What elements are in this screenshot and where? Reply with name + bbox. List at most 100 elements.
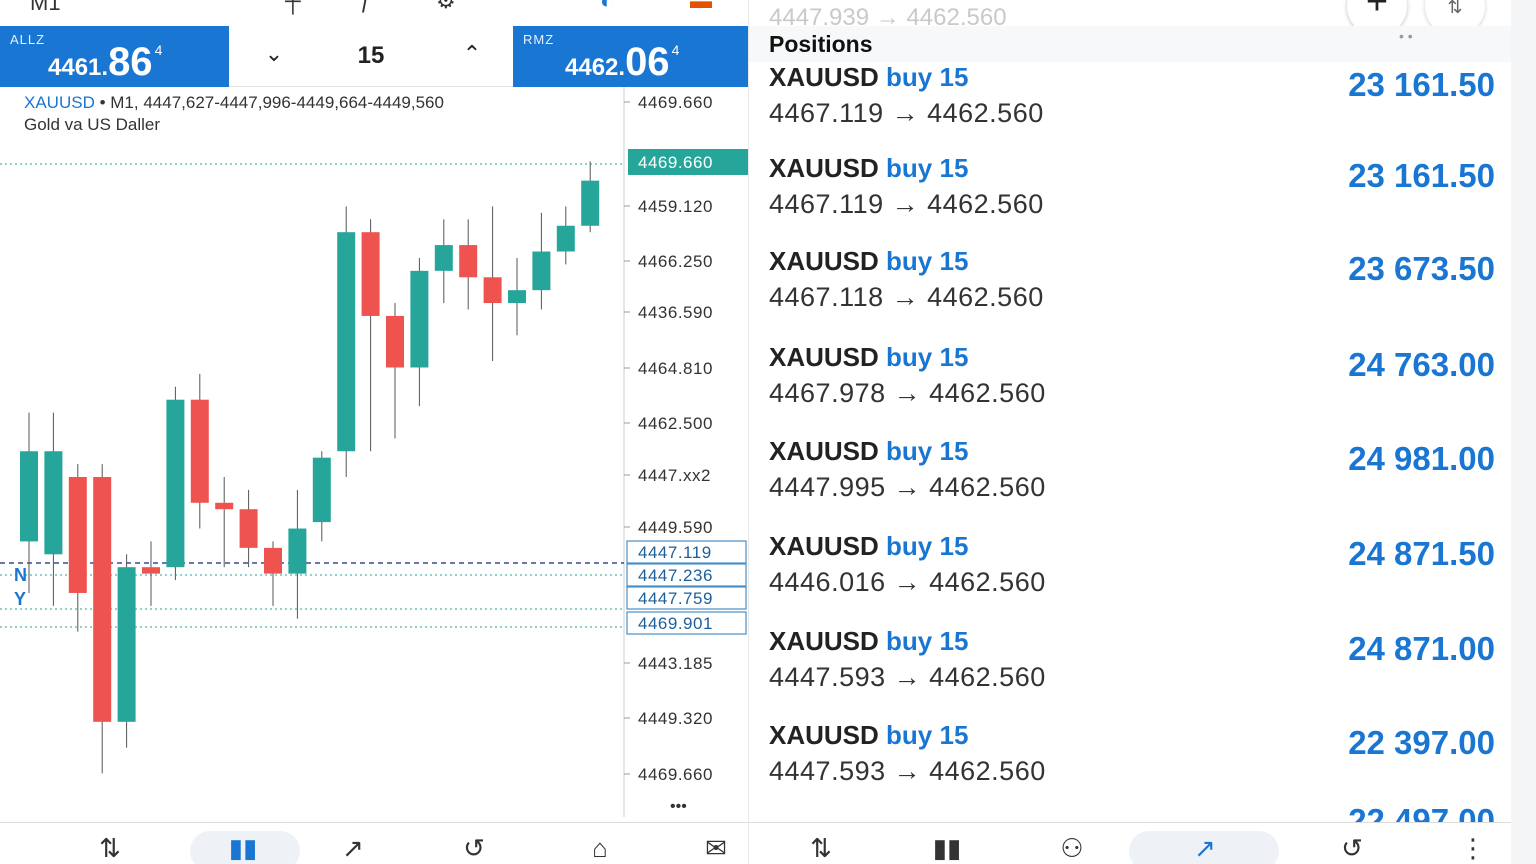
price-axis-label: 4449.590 <box>638 518 713 537</box>
position-prices: 4467.119 → 4462.560 <box>769 189 1044 219</box>
trade-icon[interactable]: ▬ <box>690 0 712 13</box>
candlestick-chart[interactable]: NY 4469.660 4459.120 4466.250 4436.590 4464.8… <box>0 87 748 822</box>
candle-body[interactable] <box>508 290 526 304</box>
candle-body[interactable] <box>386 315 404 368</box>
active-tab-highlight <box>190 831 300 864</box>
buy-price: 4462.06 4 <box>565 40 680 84</box>
lot-size-value[interactable]: 15 <box>357 42 385 69</box>
price-axis-label: 4464.810 <box>638 359 713 378</box>
position-price-tag[interactable] <box>626 540 747 564</box>
current-price-tag <box>628 149 748 175</box>
previous-position-prices: 4447.939 → 4462.560 <box>769 4 1007 26</box>
position-row[interactable]: XAUUSD buy 15 4467.118 → 4462.560 23 673.5… <box>749 246 1511 338</box>
candle-body[interactable] <box>239 509 258 548</box>
position-symbol: XAUUSD <box>769 436 879 466</box>
crosshair-icon[interactable]: ┼ <box>285 0 301 13</box>
history-nav-icon[interactable]: ↺ <box>1341 833 1363 863</box>
candle-body[interactable] <box>117 567 136 722</box>
sell-button[interactable]: ALLZ 4461.86 4 <box>0 26 229 87</box>
candle-body[interactable] <box>215 502 234 510</box>
candle-body[interactable] <box>166 399 185 568</box>
community-nav-icon[interactable]: ⚇ <box>1060 833 1084 863</box>
position-symbol: XAUUSD <box>769 720 879 750</box>
position-row[interactable]: XAUUSD buy 15 4467.978 → 4462.560 24 763.0… <box>749 342 1511 434</box>
position-row[interactable]: XAUUSD buy 15 4447.593 → 4462.560 22 397.0… <box>749 720 1511 812</box>
indicators-icon[interactable]: ƒ <box>360 0 373 13</box>
position-title: XAUUSD buy 15 <box>769 720 968 751</box>
candle-body[interactable] <box>288 528 307 574</box>
position-symbol: XAUUSD <box>769 62 879 92</box>
position-symbol: XAUUSD <box>769 153 879 183</box>
position-profit: 23 161.50 <box>1348 66 1495 103</box>
news-nav-icon[interactable]: ✉ <box>705 833 727 863</box>
candle-body[interactable] <box>264 547 282 574</box>
candle-body[interactable] <box>556 225 575 252</box>
position-price-tag-label: 4447.236 <box>638 566 713 585</box>
active-tab-highlight <box>1129 831 1279 864</box>
positions-panel: 4447.939 → 4462.560 + ⇅ Positions • • XA… <box>748 0 1536 864</box>
candle-body[interactable] <box>142 567 160 574</box>
position-row[interactable]: XAUUSD buy 15 4447.593 → 4462.560 24 871.0… <box>749 626 1511 718</box>
position-row[interactable]: XAUUSD buy 15 4447.995 → 4462.560 24 981.0… <box>749 436 1511 528</box>
candle-body[interactable] <box>337 232 356 452</box>
lot-size-control: ⌄ 15 ⌃ <box>229 26 513 87</box>
position-type: buy 15 <box>886 62 969 92</box>
position-profit: 23 161.50 <box>1348 157 1495 194</box>
position-profit: 24 981.00 <box>1348 440 1495 477</box>
timeframe-button[interactable]: M1 <box>30 0 61 15</box>
candle-body[interactable] <box>459 245 478 278</box>
price-axis-label: 4466.250 <box>638 252 713 271</box>
position-profit: 24 871.50 <box>1348 535 1495 572</box>
price-axis-label: 4469.660 <box>638 765 713 784</box>
position-row[interactable]: XAUUSD buy 15 4467.119 → 4462.560 23 161.5… <box>749 62 1511 154</box>
trade-marker: N <box>14 565 27 585</box>
lot-decrease-chevron-down-icon[interactable]: ⌄ <box>264 41 284 66</box>
chart-nav-icon[interactable]: ▮▮ <box>228 833 258 863</box>
candle-body[interactable] <box>20 451 38 542</box>
position-title: XAUUSD buy 15 <box>769 153 968 184</box>
position-price-tag-label: 4447.119 <box>638 543 712 562</box>
trade-nav-icon[interactable]: ↗ <box>1194 833 1216 863</box>
more-nav-icon[interactable]: ⋮ <box>1460 833 1486 863</box>
candle-body[interactable] <box>312 457 331 523</box>
current-price-tag-label: 4469.660 <box>638 153 713 172</box>
position-price-tag[interactable] <box>626 563 747 587</box>
candle-body[interactable] <box>44 451 63 555</box>
objects-icon[interactable]: ⚙ <box>436 0 456 13</box>
position-type: buy 15 <box>886 153 969 183</box>
position-title: XAUUSD buy 15 <box>769 342 968 373</box>
sell-label: ALLZ <box>10 32 46 47</box>
bottom-navigation: ⇅ ▮▮ ↗ ↺ ⌂ ✉ <box>0 822 748 864</box>
panel-edge <box>1511 0 1536 864</box>
position-price-tag[interactable] <box>626 611 747 635</box>
sync-icon[interactable]: ◐ <box>600 0 614 13</box>
position-price-tag[interactable] <box>626 586 747 610</box>
quotes-nav-icon[interactable]: ⇅ <box>810 833 832 863</box>
position-prices: 4467.119 → 4462.560 <box>769 98 1044 128</box>
community-nav-icon[interactable]: ⌂ <box>592 833 608 863</box>
candle-body[interactable] <box>581 180 600 226</box>
price-axis-label: 4447.xx2 <box>638 466 711 485</box>
buy-button[interactable]: RMZ 4462.06 4 <box>513 26 748 87</box>
position-title: XAUUSD buy 15 <box>769 246 968 277</box>
candle-body[interactable] <box>190 399 209 503</box>
candle-body[interactable] <box>410 270 429 368</box>
candle-body[interactable] <box>93 477 112 722</box>
candle-body[interactable] <box>434 245 453 271</box>
candle-body[interactable] <box>68 477 87 593</box>
candle-body[interactable] <box>483 277 502 304</box>
positions-dots: • • <box>1399 28 1413 44</box>
quotes-nav-icon[interactable]: ⇅ <box>99 833 121 863</box>
position-row[interactable]: XAUUSD buy 15 4467.119 → 4462.560 23 161.5… <box>749 153 1511 245</box>
trade-nav-icon[interactable]: ↗ <box>342 833 364 863</box>
candle-body[interactable] <box>361 232 380 316</box>
position-prices: 4467.978 → 4462.560 <box>769 378 1046 408</box>
candle-body[interactable] <box>532 251 551 291</box>
position-row[interactable]: XAUUSD buy 15 4446.016 → 4462.560 24 871.5… <box>749 531 1511 623</box>
lot-increase-chevron-up-icon[interactable]: ⌃ <box>462 41 482 66</box>
history-nav-icon[interactable]: ↺ <box>463 833 485 863</box>
chart-nav-icon[interactable]: ▮▮ <box>932 833 962 863</box>
more-dots[interactable]: ••• <box>670 798 687 815</box>
price-axis-label: 4436.590 <box>638 303 713 322</box>
position-prices: 4447.593 → 4462.560 <box>769 756 1046 786</box>
